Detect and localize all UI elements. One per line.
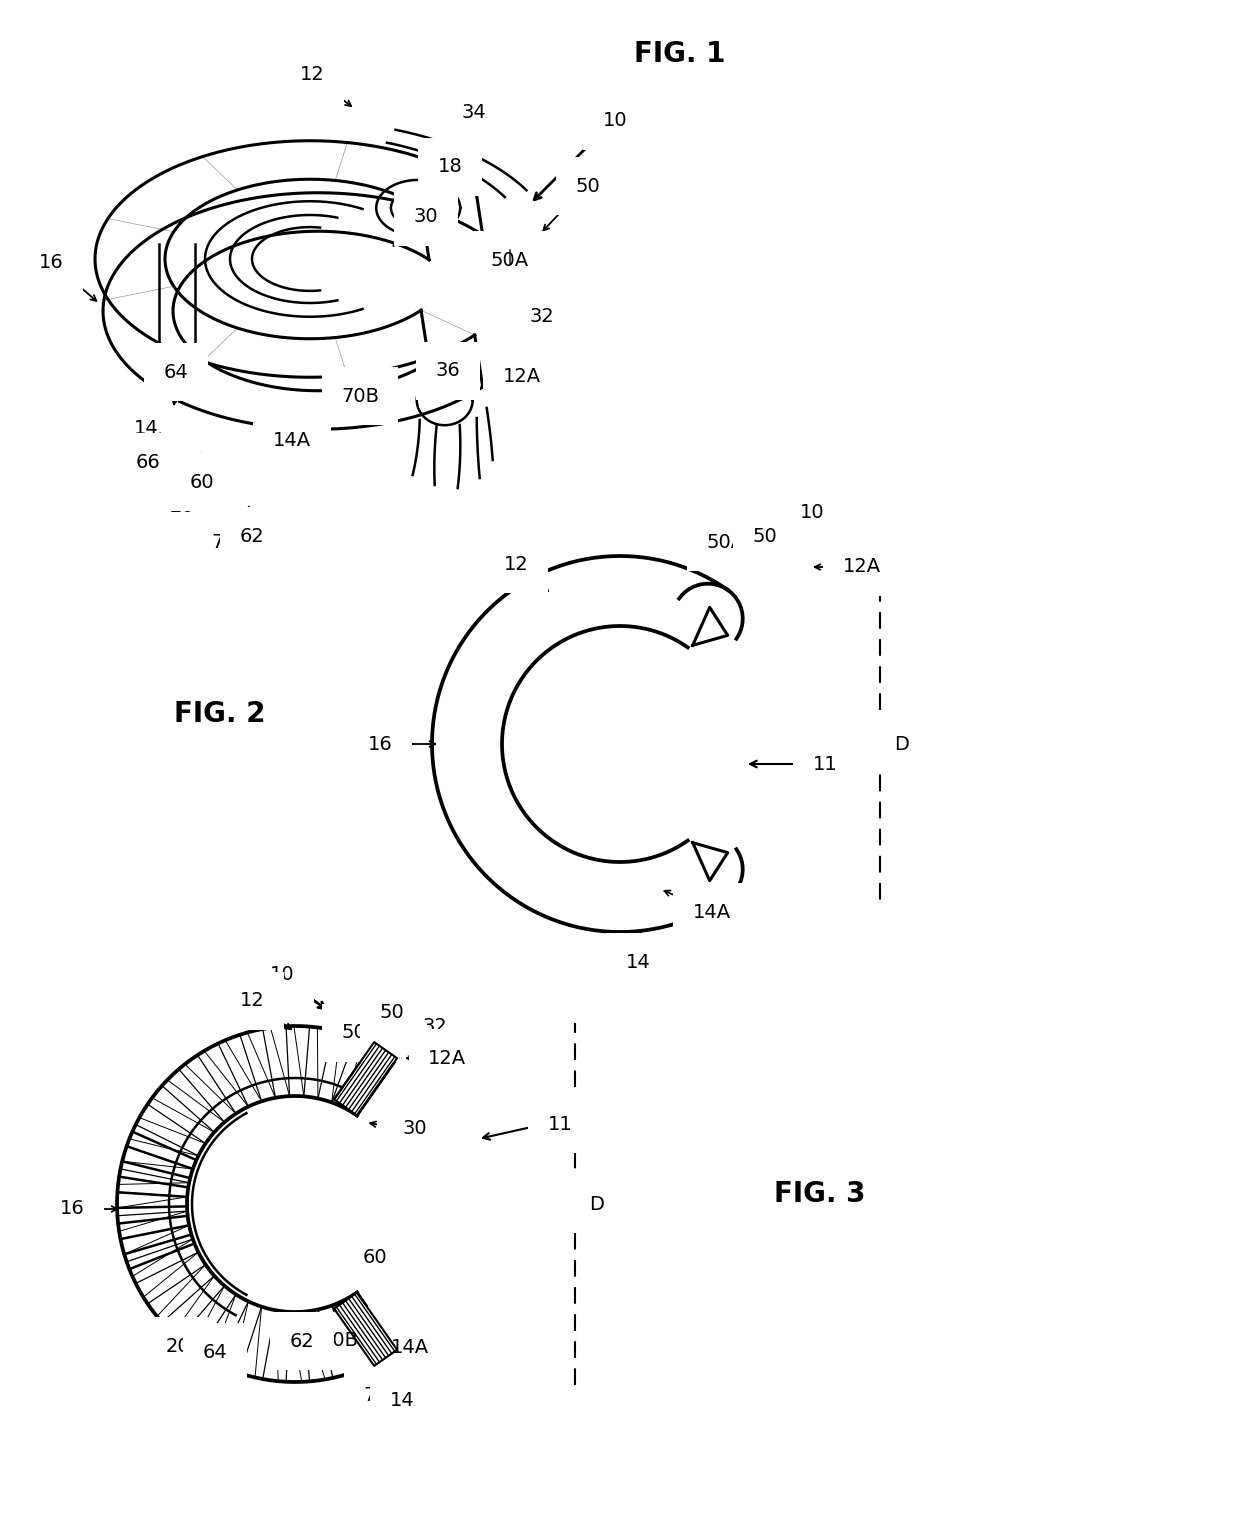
Text: 10: 10 [800, 503, 825, 521]
Text: 70A: 70A [293, 1331, 331, 1350]
Text: 16: 16 [60, 1199, 84, 1219]
Text: 18: 18 [360, 998, 384, 1016]
Text: 14: 14 [389, 1391, 414, 1411]
Text: 50: 50 [575, 177, 600, 195]
Text: 50A: 50A [491, 250, 529, 269]
Text: D: D [894, 734, 909, 754]
Text: 64: 64 [164, 362, 188, 382]
Text: 11: 11 [812, 754, 837, 774]
Text: 30: 30 [403, 1119, 428, 1137]
Text: FIG. 3: FIG. 3 [774, 1179, 866, 1208]
Text: 50: 50 [379, 1002, 404, 1022]
Text: 36: 36 [435, 362, 460, 380]
Text: D: D [589, 1195, 604, 1214]
Polygon shape [334, 1042, 397, 1116]
Text: 60: 60 [362, 1248, 387, 1267]
Text: FIG. 1: FIG. 1 [635, 39, 725, 68]
Text: 12A: 12A [843, 557, 882, 577]
Text: 30: 30 [414, 207, 438, 227]
Text: 14: 14 [370, 1325, 394, 1344]
Text: 12: 12 [300, 65, 325, 83]
Text: 70B: 70B [320, 1331, 358, 1350]
Text: 50B: 50B [341, 1023, 379, 1042]
Text: 14: 14 [626, 952, 650, 972]
Text: 50A: 50A [397, 1117, 434, 1137]
Text: 11: 11 [548, 1114, 573, 1134]
Text: 62: 62 [239, 527, 264, 545]
Text: 12A: 12A [428, 1049, 466, 1067]
Text: 32: 32 [423, 1016, 448, 1036]
Text: 32: 32 [529, 306, 554, 326]
Text: 62: 62 [290, 1332, 315, 1350]
Text: 60: 60 [190, 472, 215, 492]
Text: 20: 20 [166, 1337, 190, 1355]
Text: 34: 34 [461, 103, 486, 121]
Text: 14A: 14A [693, 902, 732, 922]
Text: 64: 64 [202, 1343, 227, 1361]
Text: 16: 16 [38, 253, 63, 271]
Text: 70: 70 [363, 1387, 388, 1405]
Polygon shape [334, 1293, 397, 1366]
Text: 50: 50 [753, 527, 777, 547]
Text: 14A: 14A [391, 1338, 429, 1358]
Text: 70: 70 [212, 533, 237, 551]
Text: 34: 34 [393, 1005, 418, 1025]
Text: 70B: 70B [341, 386, 379, 406]
Text: 12: 12 [503, 554, 528, 574]
Text: FIG. 2: FIG. 2 [175, 699, 265, 728]
Text: 12: 12 [239, 992, 264, 1010]
Text: 14: 14 [134, 419, 159, 439]
Text: 14A: 14A [273, 430, 311, 450]
Text: 10: 10 [603, 112, 627, 130]
Text: 16: 16 [367, 734, 392, 754]
Text: 10: 10 [269, 964, 294, 984]
Text: 50A: 50A [707, 533, 745, 551]
Text: 66: 66 [135, 453, 160, 471]
Text: 18: 18 [438, 157, 463, 177]
Text: 20: 20 [170, 497, 195, 515]
Text: 12A: 12A [503, 366, 541, 386]
